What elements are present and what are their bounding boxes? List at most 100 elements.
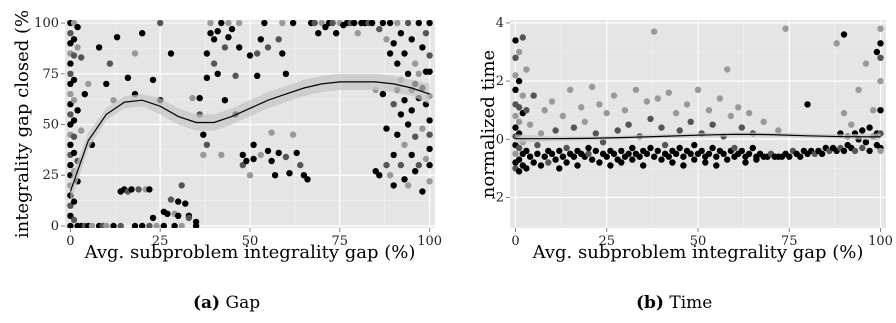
y-axis-title: integrality gap closed (% <box>12 10 33 238</box>
data-point <box>268 157 275 165</box>
data-point <box>512 112 519 120</box>
data-point <box>390 182 397 189</box>
data-point <box>146 222 153 228</box>
plot-area <box>67 20 433 228</box>
data-point <box>640 162 647 169</box>
data-point <box>552 156 559 163</box>
data-point <box>426 20 433 27</box>
data-point <box>548 150 556 157</box>
data-point <box>658 124 665 131</box>
data-point <box>279 50 286 57</box>
data-point <box>70 216 78 224</box>
data-point <box>727 112 735 120</box>
x-tick-label: 100 <box>417 234 442 249</box>
data-point <box>196 94 203 102</box>
data-point <box>515 48 523 56</box>
data-point <box>691 141 698 149</box>
data-point <box>210 36 218 43</box>
data-point <box>877 147 884 155</box>
data-point <box>67 30 74 37</box>
data-point <box>512 150 519 157</box>
data-point <box>559 112 567 120</box>
data-point <box>225 20 232 27</box>
data-point <box>534 141 541 149</box>
data-point <box>625 121 632 128</box>
data-point <box>254 72 261 80</box>
data-point <box>592 147 599 155</box>
data-point <box>526 153 534 160</box>
data-point <box>672 109 680 117</box>
smooth-trend-line <box>515 133 881 140</box>
data-point <box>232 72 239 80</box>
data-point <box>585 150 592 157</box>
data-point <box>840 147 848 155</box>
data-point <box>394 131 401 138</box>
data-point <box>351 20 358 27</box>
data-point <box>775 127 782 134</box>
data-point <box>735 104 742 111</box>
data-point <box>128 186 135 193</box>
data-point <box>167 50 175 57</box>
data-point <box>610 150 618 157</box>
y-tick-label: -2 <box>491 190 504 205</box>
data-point <box>282 153 290 161</box>
data-point <box>526 121 534 128</box>
data-point <box>239 151 246 159</box>
data-point <box>658 156 665 163</box>
data-point <box>419 125 426 132</box>
data-point <box>672 150 680 157</box>
data-point <box>261 20 268 27</box>
data-point <box>376 172 383 179</box>
data-point <box>257 36 264 43</box>
data-point <box>855 86 862 94</box>
data-point <box>610 92 618 99</box>
data-point <box>515 77 523 85</box>
data-point <box>275 149 282 157</box>
data-point <box>530 159 537 166</box>
x-axis-title: Avg. subproblem integrality gap (%) <box>84 242 416 263</box>
x-tick-label: 0 <box>511 234 519 249</box>
data-point <box>175 212 182 219</box>
data-point <box>709 121 716 128</box>
data-point <box>268 129 275 136</box>
data-point <box>873 48 881 56</box>
data-point <box>149 214 157 222</box>
data-point <box>207 20 214 27</box>
data-point <box>390 151 397 159</box>
data-point <box>67 141 74 148</box>
data-point <box>189 94 196 102</box>
data-point <box>629 144 636 152</box>
data-point <box>753 156 760 163</box>
data-point <box>397 30 405 37</box>
data-point <box>877 77 884 85</box>
data-point <box>315 30 322 37</box>
data-point <box>383 125 390 132</box>
data-point <box>167 196 175 203</box>
y-tick-label: 25 <box>42 168 59 183</box>
data-point <box>289 131 297 138</box>
data-point <box>67 111 74 118</box>
data-point <box>683 101 691 108</box>
data-point <box>74 23 81 31</box>
data-point <box>275 36 282 43</box>
data-point <box>559 153 567 160</box>
data-point <box>713 153 720 160</box>
data-point <box>78 54 85 61</box>
data-point <box>243 157 250 165</box>
data-point <box>404 182 412 189</box>
data-point <box>676 127 683 134</box>
smooth-trend-line <box>69 81 430 192</box>
data-point <box>254 50 261 57</box>
data-point <box>797 153 804 160</box>
data-point <box>512 54 519 61</box>
data-point <box>603 109 610 117</box>
data-point <box>578 104 585 111</box>
data-point <box>131 222 139 228</box>
data-point <box>760 118 767 126</box>
data-point <box>228 25 236 33</box>
data-point <box>570 124 578 131</box>
data-point <box>588 83 596 91</box>
x-tick-label: 100 <box>868 234 893 249</box>
data-point <box>687 118 694 126</box>
